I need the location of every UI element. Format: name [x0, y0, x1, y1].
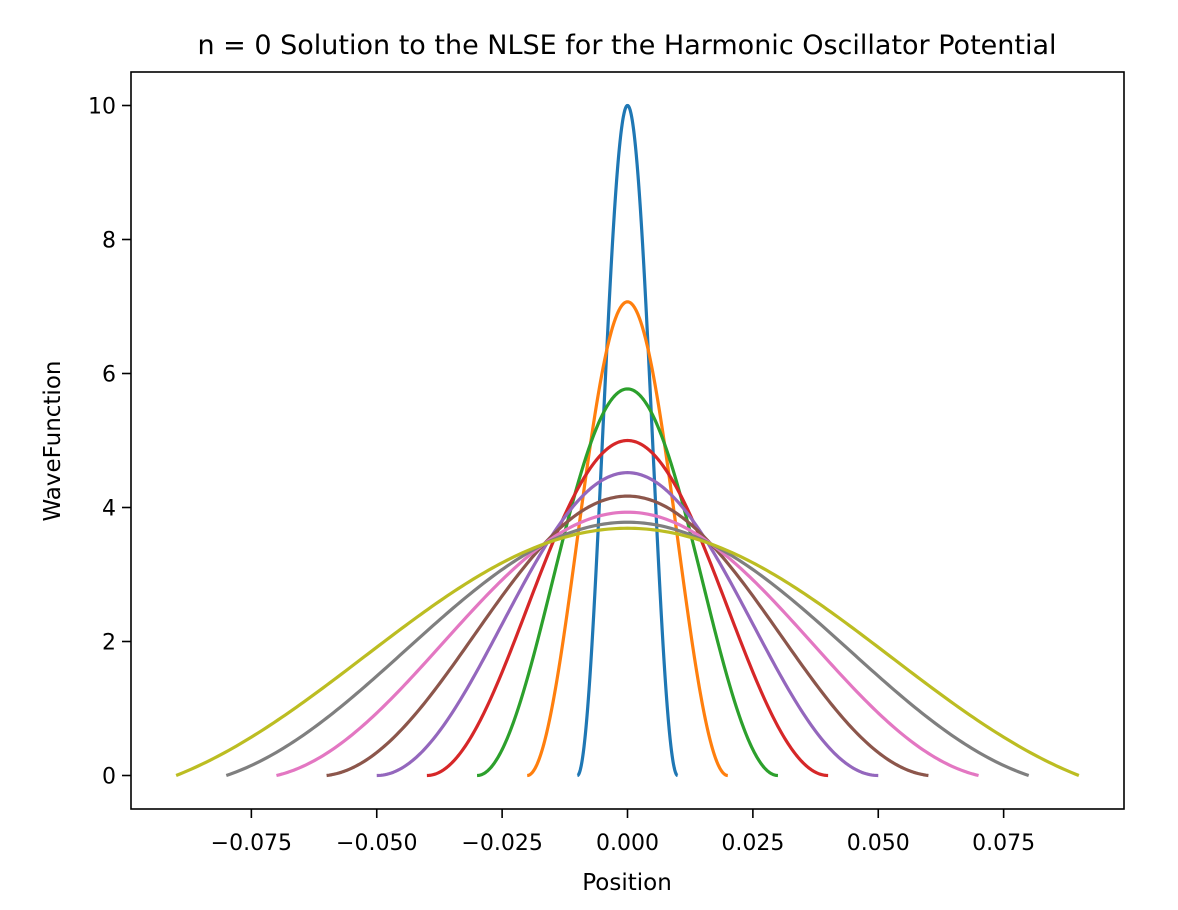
y-tick-label: 8: [102, 229, 116, 254]
series-line-9: [175, 526, 1080, 777]
series-line-4: [426, 438, 829, 778]
x-tick-label: −0.025: [461, 831, 542, 856]
series-line-2: [526, 300, 729, 778]
x-axis: −0.075 −0.050 −0.025 0.000 0.025 0.050 0.075: [211, 809, 1035, 856]
series-group: [175, 103, 1080, 778]
y-axis-label: WaveFunction: [40, 361, 66, 522]
x-tick-label: 0.050: [847, 831, 910, 856]
series-line-1: [576, 103, 679, 778]
x-tick-label: −0.050: [336, 831, 417, 856]
chart-title: n = 0 Solution to the NLSE for the Harmo…: [197, 30, 1056, 61]
y-tick-label: 6: [102, 363, 116, 388]
x-tick-label: 0.025: [721, 831, 784, 856]
series-line-8: [225, 520, 1030, 778]
y-tick-label: 4: [102, 497, 116, 522]
y-axis: 0 2 4 6 8 10: [88, 95, 131, 790]
y-tick-label: 2: [102, 631, 116, 656]
series-line-6: [326, 494, 929, 778]
series-line-3: [476, 387, 779, 778]
x-tick-label: 0.075: [972, 831, 1035, 856]
y-tick-label: 0: [102, 765, 116, 790]
series-line-5: [376, 471, 879, 778]
x-axis-label: Position: [582, 870, 672, 896]
y-tick-label: 10: [88, 95, 116, 120]
series-line-7: [276, 510, 979, 778]
x-tick-label: 0.000: [596, 831, 659, 856]
x-tick-label: −0.075: [211, 831, 292, 856]
